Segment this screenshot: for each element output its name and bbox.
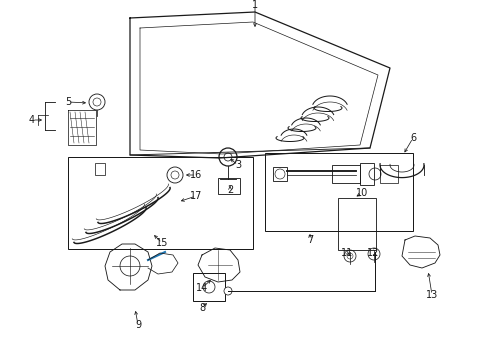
Text: 9: 9 <box>135 320 141 330</box>
Circle shape <box>224 287 231 295</box>
Text: 8: 8 <box>199 303 204 313</box>
Text: 17: 17 <box>189 191 202 201</box>
Bar <box>337 198 375 250</box>
Text: 6: 6 <box>409 133 415 143</box>
Text: 3: 3 <box>234 160 241 170</box>
Text: 14: 14 <box>196 283 208 293</box>
Bar <box>272 167 286 181</box>
Text: 10: 10 <box>355 188 367 198</box>
Text: 2: 2 <box>226 185 233 195</box>
Text: 7: 7 <box>306 235 312 245</box>
Bar <box>359 163 373 185</box>
Text: 13: 13 <box>425 290 437 300</box>
Text: 11: 11 <box>340 248 352 258</box>
Bar <box>331 165 359 183</box>
Text: 5: 5 <box>65 97 71 107</box>
Bar <box>95 163 105 175</box>
Text: 16: 16 <box>189 170 202 180</box>
Bar <box>193 273 224 301</box>
Text: 12: 12 <box>366 248 378 258</box>
Bar <box>218 178 240 194</box>
Bar <box>68 157 252 249</box>
Text: 1: 1 <box>251 0 258 10</box>
Bar <box>264 153 412 231</box>
Bar <box>379 165 397 183</box>
Text: 4: 4 <box>29 115 35 125</box>
Text: 15: 15 <box>156 238 168 248</box>
